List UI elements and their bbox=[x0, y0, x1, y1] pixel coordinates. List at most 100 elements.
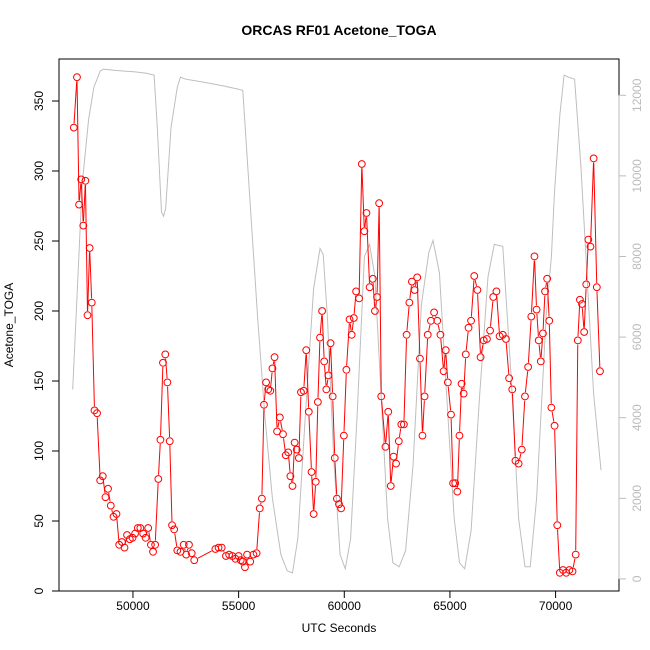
acetone-data-point bbox=[85, 244, 94, 252]
acetone-data-point bbox=[154, 475, 163, 483]
y-tick-label: 250 bbox=[32, 231, 46, 251]
acetone-data-point bbox=[362, 209, 371, 217]
acetone-series-segment bbox=[108, 492, 111, 502]
y-axis-label: Acetone_TOGA bbox=[2, 283, 16, 368]
acetone-data-point bbox=[459, 389, 468, 398]
acetone-series-segment bbox=[437, 324, 440, 331]
acetone-data-point bbox=[394, 437, 403, 446]
acetone-data-point bbox=[571, 550, 580, 559]
acetone-data-point bbox=[347, 330, 356, 339]
acetone-series-segment bbox=[303, 354, 307, 387]
acetone-data-point bbox=[550, 421, 559, 430]
acetone-series-segment bbox=[581, 308, 585, 328]
acetone-series-segment bbox=[349, 323, 352, 331]
acetone-data-point bbox=[292, 445, 301, 454]
acetone-data-point bbox=[357, 160, 366, 168]
acetone-data-point bbox=[87, 298, 96, 307]
acetone-data-point bbox=[322, 385, 331, 394]
y-tick-label: 100 bbox=[32, 441, 46, 461]
acetone-data-point bbox=[252, 549, 261, 558]
acetone-data-point bbox=[69, 123, 78, 132]
acetone-series-segment bbox=[385, 415, 389, 443]
acetone-series-segment bbox=[524, 371, 529, 393]
acetone-data-point bbox=[332, 494, 341, 503]
acetone-data-point bbox=[453, 487, 462, 496]
acetone-data-point bbox=[288, 482, 297, 490]
acetone-data-point bbox=[170, 525, 179, 534]
acetone-data-point bbox=[179, 540, 188, 549]
acetone-data-point bbox=[451, 479, 460, 488]
x-tick-label: 65000 bbox=[433, 599, 467, 613]
acetone-series-segment bbox=[414, 281, 417, 286]
acetone-data-point bbox=[335, 500, 343, 509]
acetone-data-point bbox=[330, 454, 339, 462]
acetone-data-point bbox=[534, 336, 543, 345]
acetone-series-segment bbox=[403, 338, 407, 421]
acetone-data-point bbox=[147, 540, 155, 549]
acetone-series-segment bbox=[280, 421, 283, 431]
acetone-series-segment bbox=[465, 331, 469, 351]
acetone-data-point bbox=[309, 510, 318, 518]
acetone-data-point bbox=[257, 494, 266, 503]
acetone-data-point bbox=[163, 378, 172, 387]
acetone-series-segment bbox=[538, 344, 541, 358]
altitude-series-line bbox=[72, 68, 602, 574]
acetone-data-point bbox=[405, 298, 414, 307]
acetone-data-point bbox=[246, 557, 255, 566]
acetone-data-point bbox=[483, 335, 491, 343]
acetone-data-point bbox=[521, 392, 529, 401]
acetone-series-segment bbox=[174, 533, 178, 547]
acetone-series-segment bbox=[450, 418, 454, 480]
acetone-data-point bbox=[318, 307, 326, 315]
acetone-data-point bbox=[104, 484, 112, 493]
acetone-data-point bbox=[541, 287, 549, 296]
acetone-data-point bbox=[339, 431, 348, 440]
acetone-data-point bbox=[377, 392, 386, 401]
acetone-data-point bbox=[96, 476, 105, 485]
right-y-tick-label: 12000 bbox=[630, 78, 644, 112]
acetone-series-segment bbox=[272, 361, 275, 365]
acetone-data-point bbox=[182, 550, 191, 559]
acetone-series-segment bbox=[288, 456, 291, 473]
acetone-data-point bbox=[399, 420, 408, 429]
acetone-series-segment bbox=[91, 306, 95, 407]
acetone-data-point bbox=[281, 451, 290, 460]
acetone-series-segment bbox=[440, 338, 444, 368]
acetone-series-segment bbox=[158, 443, 161, 475]
acetone-data-point bbox=[355, 294, 363, 303]
acetone-data-point bbox=[573, 336, 582, 345]
acetone-data-point bbox=[93, 409, 101, 418]
acetone-data-point bbox=[185, 540, 193, 549]
acetone-data-point bbox=[90, 406, 99, 415]
acetone-data-point bbox=[505, 374, 514, 383]
acetone-data-point bbox=[365, 283, 374, 292]
acetone-series-segment bbox=[428, 324, 431, 331]
acetone-data-point bbox=[476, 353, 485, 362]
x-tick-label: 55000 bbox=[222, 599, 256, 613]
acetone-data-point bbox=[349, 314, 358, 322]
y-tick-label: 350 bbox=[32, 91, 46, 111]
acetone-series-segment bbox=[511, 393, 516, 457]
acetone-data-point bbox=[436, 330, 445, 339]
acetone-data-point bbox=[397, 420, 406, 429]
acetone-data-point bbox=[324, 371, 333, 380]
acetone-series-segment bbox=[102, 480, 106, 494]
acetone-data-point bbox=[433, 316, 442, 325]
acetone-series-segment bbox=[585, 243, 589, 281]
x-tick-label: 60000 bbox=[328, 599, 362, 613]
acetone-data-point bbox=[302, 346, 311, 355]
acetone-series-segment bbox=[334, 462, 338, 495]
acetone-data-point bbox=[508, 385, 517, 394]
acetone-series-segment bbox=[361, 168, 365, 228]
acetone-series-segment bbox=[96, 417, 101, 477]
acetone-series-segment bbox=[261, 408, 265, 495]
y-tick-label: 300 bbox=[32, 161, 46, 181]
acetone-series-segment bbox=[277, 421, 280, 428]
acetone-data-point bbox=[443, 378, 452, 387]
acetone-data-point bbox=[486, 326, 494, 335]
right-y-tick-label: 8000 bbox=[630, 243, 644, 270]
acetone-data-point bbox=[584, 235, 593, 244]
acetone-series-segment bbox=[424, 338, 429, 393]
acetone-data-point bbox=[580, 328, 589, 336]
